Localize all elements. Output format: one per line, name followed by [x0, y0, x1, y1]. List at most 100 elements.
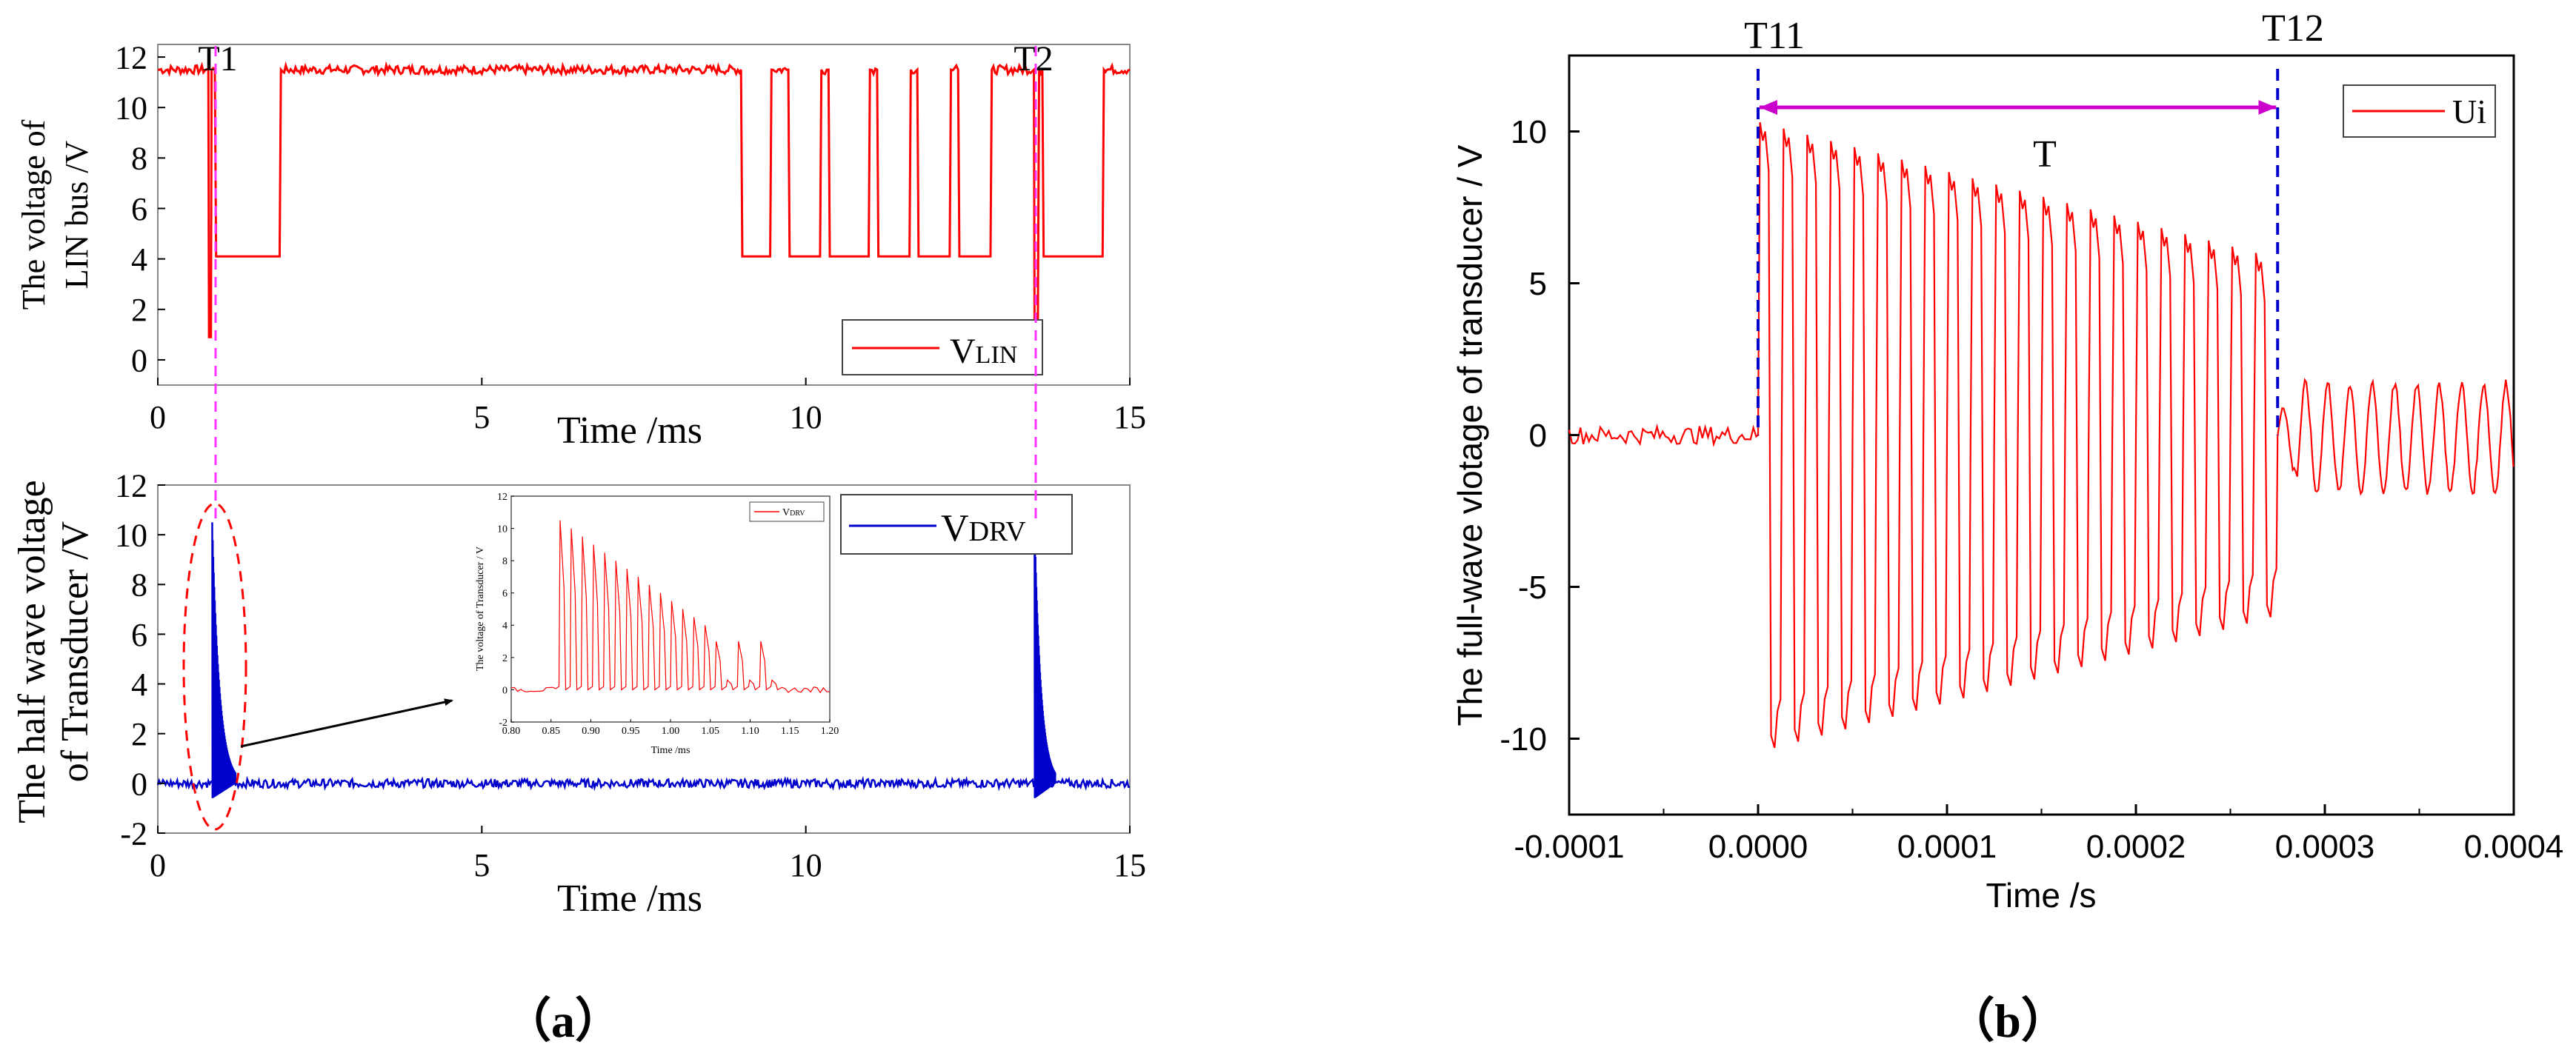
inset-ylabel: The voltage of Transducer / V	[475, 547, 486, 671]
x-tick-label: 0.95	[622, 726, 640, 737]
period-label: T	[2033, 133, 2057, 176]
zoom-arrow	[240, 698, 453, 748]
vdrv-burst	[211, 522, 237, 798]
x-tick-label: 1.05	[702, 726, 720, 737]
panel-a-top-ylabel-line1: The voltage of	[16, 119, 52, 310]
inset-legend-label: VDRV	[782, 507, 805, 518]
vlin-series	[157, 61, 1131, 338]
t12-label: T12	[2262, 7, 2324, 50]
y-tick-label: 10	[115, 518, 147, 554]
vlin-legend-sub: LIN	[976, 341, 1018, 369]
y-tick-label: 5	[1529, 266, 1547, 302]
x-tick-label: 0.80	[502, 726, 521, 737]
vlin-line	[157, 61, 1131, 338]
inset-axes: 0.80 0.85 0.90 0.95 1.00 1.05 1.10 1.15 1.20 -2 0 2…	[497, 492, 839, 737]
y-tick-label: 4	[131, 241, 147, 278]
y-tick-label: 6	[131, 191, 147, 227]
panel-a-bottom-ylabel-line1: The half wave voltage	[11, 480, 53, 823]
x-tick-label: 1.20	[821, 726, 839, 737]
y-tick-label: 8	[131, 141, 147, 177]
panel-a-top-ylabel-line2: LIN bus /V	[59, 141, 95, 290]
x-tick-label: 1.00	[662, 726, 680, 737]
inset-series	[510, 520, 831, 694]
zoom-region-ellipse	[182, 502, 247, 831]
x-tick-label: -0.0001	[1514, 829, 1624, 865]
y-tick-label: 8	[131, 567, 147, 604]
y-tick-label: 12	[115, 39, 147, 76]
y-tick-label: 8	[502, 556, 507, 567]
ui-legend: Ui	[2343, 84, 2496, 138]
x-tick-label: 0	[150, 399, 166, 435]
y-tick-label: 10	[115, 90, 147, 127]
inset-line	[510, 520, 831, 694]
inset-legend: VDRV	[749, 501, 825, 522]
vdrv-legend-box	[840, 494, 1073, 555]
y-tick-label: 6	[131, 617, 147, 653]
panel-b-axes: -0.0001 0.0000 0.0001 0.0002 0.0003 0.0004 -10…	[1500, 69, 2563, 865]
inset-background	[474, 492, 833, 766]
panel-a-top-xlabel: Time /ms	[557, 410, 702, 452]
y-tick-label: -5	[1518, 569, 1547, 606]
y-tick-label: 2	[131, 292, 147, 328]
inset-legend-sub: DRV	[790, 509, 805, 518]
t11-label: T11	[1744, 15, 1805, 57]
inset-xlabel: Time /ms	[651, 745, 690, 756]
vdrv-legend-main: V	[941, 507, 969, 549]
panel-a-bottom-ylabel-line2: of Transducer /V	[54, 521, 96, 782]
panel-a-top-frame	[157, 44, 1131, 386]
y-tick-label: 10	[1511, 114, 1547, 150]
y-tick-label: 10	[497, 524, 507, 535]
x-tick-label: 0.0000	[1708, 829, 1808, 865]
y-tick-label: 0	[131, 766, 147, 802]
x-tick-label: 0.0003	[2275, 829, 2375, 865]
x-tick-label: 10	[790, 847, 822, 883]
y-tick-label: 2	[131, 716, 147, 752]
y-tick-label: 6	[502, 589, 507, 600]
x-tick-label: 5	[473, 399, 490, 435]
vdrv-baseline	[156, 775, 1131, 792]
vdrv-series	[156, 522, 1131, 798]
ui-legend-label: Ui	[2452, 93, 2486, 130]
y-tick-label: 4	[131, 666, 147, 703]
x-tick-label: 10	[790, 399, 822, 435]
x-tick-label: 0.0004	[2464, 829, 2564, 865]
vdrv-burst	[1034, 522, 1056, 798]
y-tick-label: -2	[120, 815, 147, 852]
y-tick-label: -2	[499, 718, 507, 729]
x-tick-label: 15	[1114, 847, 1146, 883]
panel-b-xlabel: Time /s	[1986, 876, 2096, 915]
y-tick-label: 0	[1529, 418, 1547, 454]
y-tick-label: 4	[502, 621, 507, 632]
x-tick-label: 0.85	[542, 726, 561, 737]
x-tick-label: 1.10	[741, 726, 759, 737]
panel-a-bottom-frame	[157, 484, 1131, 834]
panel-b-label: （b）	[1947, 995, 2069, 1047]
inset-plot: 0.80 0.85 0.90 0.95 1.00 1.05 1.10 1.15 1.20 -2 0 2…	[474, 492, 839, 766]
inset-legend-main: V	[782, 507, 790, 518]
ui-series	[1568, 122, 2515, 749]
x-tick-label: 0.0001	[1897, 829, 1997, 865]
y-tick-label: 12	[115, 467, 147, 504]
panel-b-ylabel: The full-wave vlotage of transducer / V	[1451, 144, 1489, 726]
panel-a-label: （a）	[504, 995, 622, 1047]
x-tick-label: 1.15	[781, 726, 799, 737]
vlin-legend-main: V	[950, 332, 976, 371]
y-tick-label: 0	[131, 342, 147, 378]
y-tick-label: 12	[497, 492, 507, 503]
panel-a-bottom-xlabel: Time /ms	[557, 878, 702, 920]
x-tick-label: 15	[1114, 399, 1146, 435]
vdrv-legend-sub: DRV	[969, 516, 1027, 547]
vlin-legend-label: VLIN	[950, 332, 1017, 371]
ui-line	[1568, 122, 2515, 749]
x-tick-label: 0.90	[582, 726, 600, 737]
t1-label: T1	[198, 39, 237, 78]
y-tick-label: 0	[502, 685, 507, 696]
vdrv-legend: VDRV	[840, 494, 1073, 555]
t2-label: T2	[1014, 39, 1053, 78]
panel-b-plot: -0.0001 0.0000 0.0001 0.0002 0.0003 0.0004 -10…	[1451, 7, 2563, 915]
panel-a-top-plot: 0 5 10 15 0 2 4 6 8 10 12 The voltage of LIN bus /…	[16, 39, 1146, 452]
panel-a-top-axes: 0 5 10 15 0 2 4 6 8 10 12	[115, 39, 1146, 435]
